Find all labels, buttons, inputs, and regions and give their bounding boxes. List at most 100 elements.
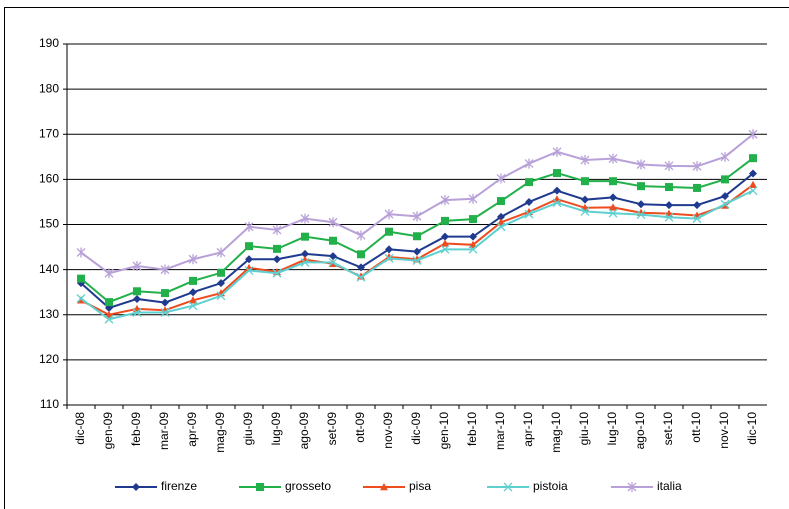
data-point — [385, 245, 393, 254]
data-point — [384, 209, 394, 220]
x-tick-label: dic-09 — [409, 412, 423, 445]
data-point — [189, 296, 197, 304]
data-point — [216, 291, 226, 301]
data-point — [133, 287, 141, 296]
data-point — [440, 244, 450, 254]
data-point — [188, 301, 198, 311]
data-point — [692, 214, 702, 224]
data-point — [356, 230, 366, 241]
x-tick-label: apr-09 — [185, 412, 199, 447]
data-point — [637, 182, 645, 191]
data-point — [468, 244, 478, 254]
data-point — [553, 186, 561, 195]
data-point — [104, 314, 114, 324]
data-point — [609, 203, 617, 211]
data-point — [693, 183, 701, 192]
data-point — [160, 264, 170, 275]
data-point — [244, 221, 254, 232]
data-point — [188, 254, 198, 265]
data-point — [189, 276, 197, 285]
legend-label: firenze — [161, 479, 197, 493]
legend-marker — [132, 483, 140, 491]
data-point — [132, 308, 142, 317]
data-point — [441, 232, 449, 241]
data-point — [189, 288, 197, 297]
data-point — [412, 211, 422, 222]
data-point — [524, 158, 534, 169]
x-tick-label: apr-10 — [521, 412, 535, 447]
data-point — [748, 129, 758, 140]
data-point — [385, 227, 393, 236]
data-point — [412, 256, 422, 266]
x-tick-label: ott-10 — [689, 412, 703, 443]
x-tick-label: mar-09 — [157, 412, 171, 450]
data-point — [609, 193, 617, 202]
data-point — [665, 201, 673, 210]
data-point — [160, 308, 170, 317]
data-point — [664, 160, 674, 171]
data-point — [328, 217, 338, 228]
data-point — [581, 195, 589, 204]
data-point — [524, 209, 534, 219]
data-point — [496, 173, 506, 184]
data-point — [357, 272, 365, 280]
data-point — [581, 177, 589, 186]
data-point — [636, 159, 646, 170]
legend-marker — [627, 482, 637, 492]
data-point — [637, 200, 645, 209]
x-tick-label: mag-10 — [549, 412, 563, 453]
y-tick-label: 160 — [39, 172, 59, 186]
data-point — [329, 252, 337, 261]
data-point — [720, 151, 730, 162]
data-point — [161, 298, 169, 307]
data-point — [496, 222, 506, 232]
data-point — [608, 208, 618, 218]
legend-label: grosseto — [285, 479, 331, 493]
data-point — [497, 197, 505, 206]
data-point — [77, 296, 85, 304]
data-point — [76, 247, 86, 258]
data-point — [693, 201, 701, 210]
data-point — [217, 279, 225, 288]
data-point — [77, 274, 85, 283]
data-point — [413, 247, 421, 256]
data-point — [580, 206, 590, 216]
x-tick-label: set-10 — [661, 412, 675, 446]
data-point — [468, 193, 478, 204]
legend-label: pisa — [409, 479, 431, 493]
data-point — [469, 232, 477, 241]
y-tick-label: 110 — [40, 397, 59, 411]
data-point — [692, 161, 702, 172]
data-point — [636, 210, 646, 220]
data-point — [553, 169, 561, 178]
data-point — [133, 294, 141, 303]
data-point — [580, 154, 590, 165]
data-point — [440, 195, 450, 206]
data-point — [245, 242, 253, 251]
x-tick-label: lug-10 — [605, 412, 619, 446]
data-point — [749, 169, 757, 178]
data-point — [553, 195, 561, 203]
data-point — [609, 177, 617, 186]
y-tick-label: 140 — [39, 262, 59, 276]
y-tick-label: 190 — [39, 36, 59, 50]
data-point — [525, 197, 533, 206]
data-point — [104, 268, 114, 279]
data-point — [749, 154, 757, 163]
data-point — [441, 239, 449, 247]
data-point — [413, 232, 421, 241]
data-point — [244, 266, 254, 275]
x-tick-label: dic-10 — [745, 412, 759, 445]
data-point — [273, 255, 281, 264]
legend-label: italia — [657, 479, 682, 493]
x-tick-label: mag-09 — [213, 412, 227, 453]
data-point — [552, 198, 562, 208]
data-point — [497, 212, 505, 221]
y-tick-label: 180 — [39, 81, 59, 95]
legend-label: pistoia — [533, 479, 568, 493]
y-tick-label: 120 — [39, 352, 59, 366]
data-point — [329, 236, 337, 245]
data-point — [217, 268, 225, 277]
data-point — [469, 240, 477, 249]
